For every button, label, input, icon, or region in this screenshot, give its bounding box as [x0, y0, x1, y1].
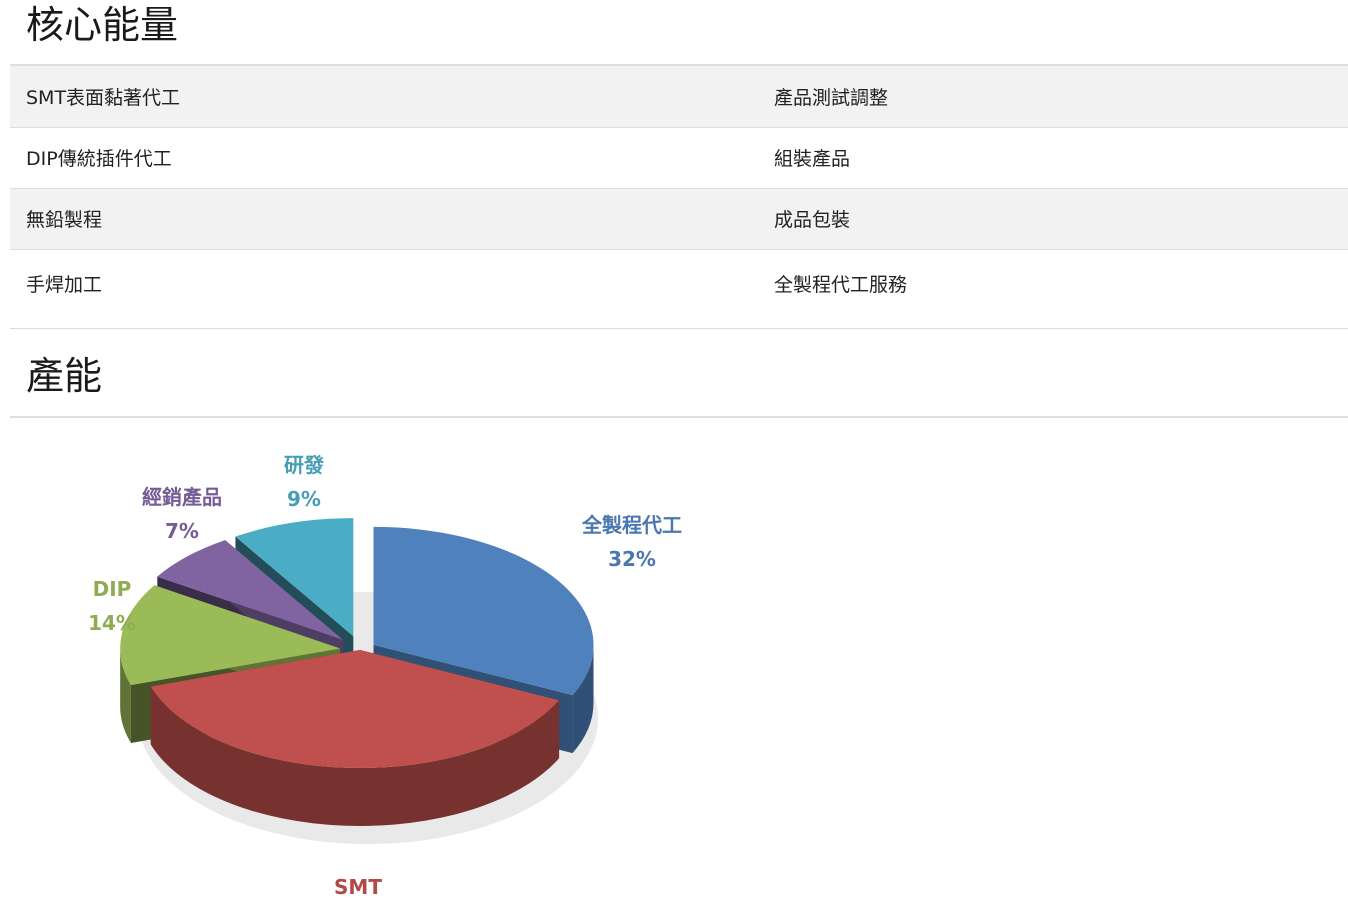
capability-item: 手焊加工 — [10, 249, 758, 330]
pie-label-name: SMT — [334, 875, 382, 898]
core-capabilities-title: 核心能量 — [0, 0, 178, 64]
pie-label-value: 7% — [165, 519, 199, 543]
table-row: 手焊加工 全製程代工服務 — [10, 249, 1348, 330]
capability-item: DIP傳統插件代工 — [10, 127, 758, 188]
core-capabilities-table: SMT表面黏著代工 產品測試調整 DIP傳統插件代工 組裝產品 無鉛製程 成品包… — [10, 66, 1348, 330]
pie-label-name: DIP — [93, 577, 132, 601]
pie-label-value: 32% — [608, 547, 656, 571]
section-divider — [10, 328, 1348, 329]
capability-item: 成品包裝 — [758, 188, 1348, 249]
capability-item: 無鉛製程 — [10, 188, 758, 249]
table-row: DIP傳統插件代工 組裝產品 — [10, 127, 1348, 188]
capability-item: 產品測試調整 — [758, 66, 1348, 127]
pie-label-value: 9% — [287, 487, 321, 511]
pie-label-name: 研發 — [284, 453, 324, 477]
capability-item: SMT表面黏著代工 — [10, 66, 758, 127]
capacity-title: 產能 — [0, 346, 102, 406]
capability-item: 全製程代工服務 — [758, 249, 1348, 330]
pie-label-name: 全製程代工 — [581, 513, 682, 537]
pie-label-name: 經銷產品 — [142, 485, 222, 509]
pie-chart-svg: 全製程代工 32% SMT DIP 14% 經銷產品 7% 研發 9% — [60, 440, 720, 898]
capability-item: 組裝產品 — [758, 127, 1348, 188]
pie-label-value: 14% — [88, 611, 136, 635]
table-row: 無鉛製程 成品包裝 — [10, 188, 1348, 249]
capacity-title-divider — [10, 416, 1348, 418]
table-row: SMT表面黏著代工 產品測試調整 — [10, 66, 1348, 127]
capacity-pie-chart: 全製程代工 32% SMT DIP 14% 經銷產品 7% 研發 9% — [60, 440, 720, 898]
